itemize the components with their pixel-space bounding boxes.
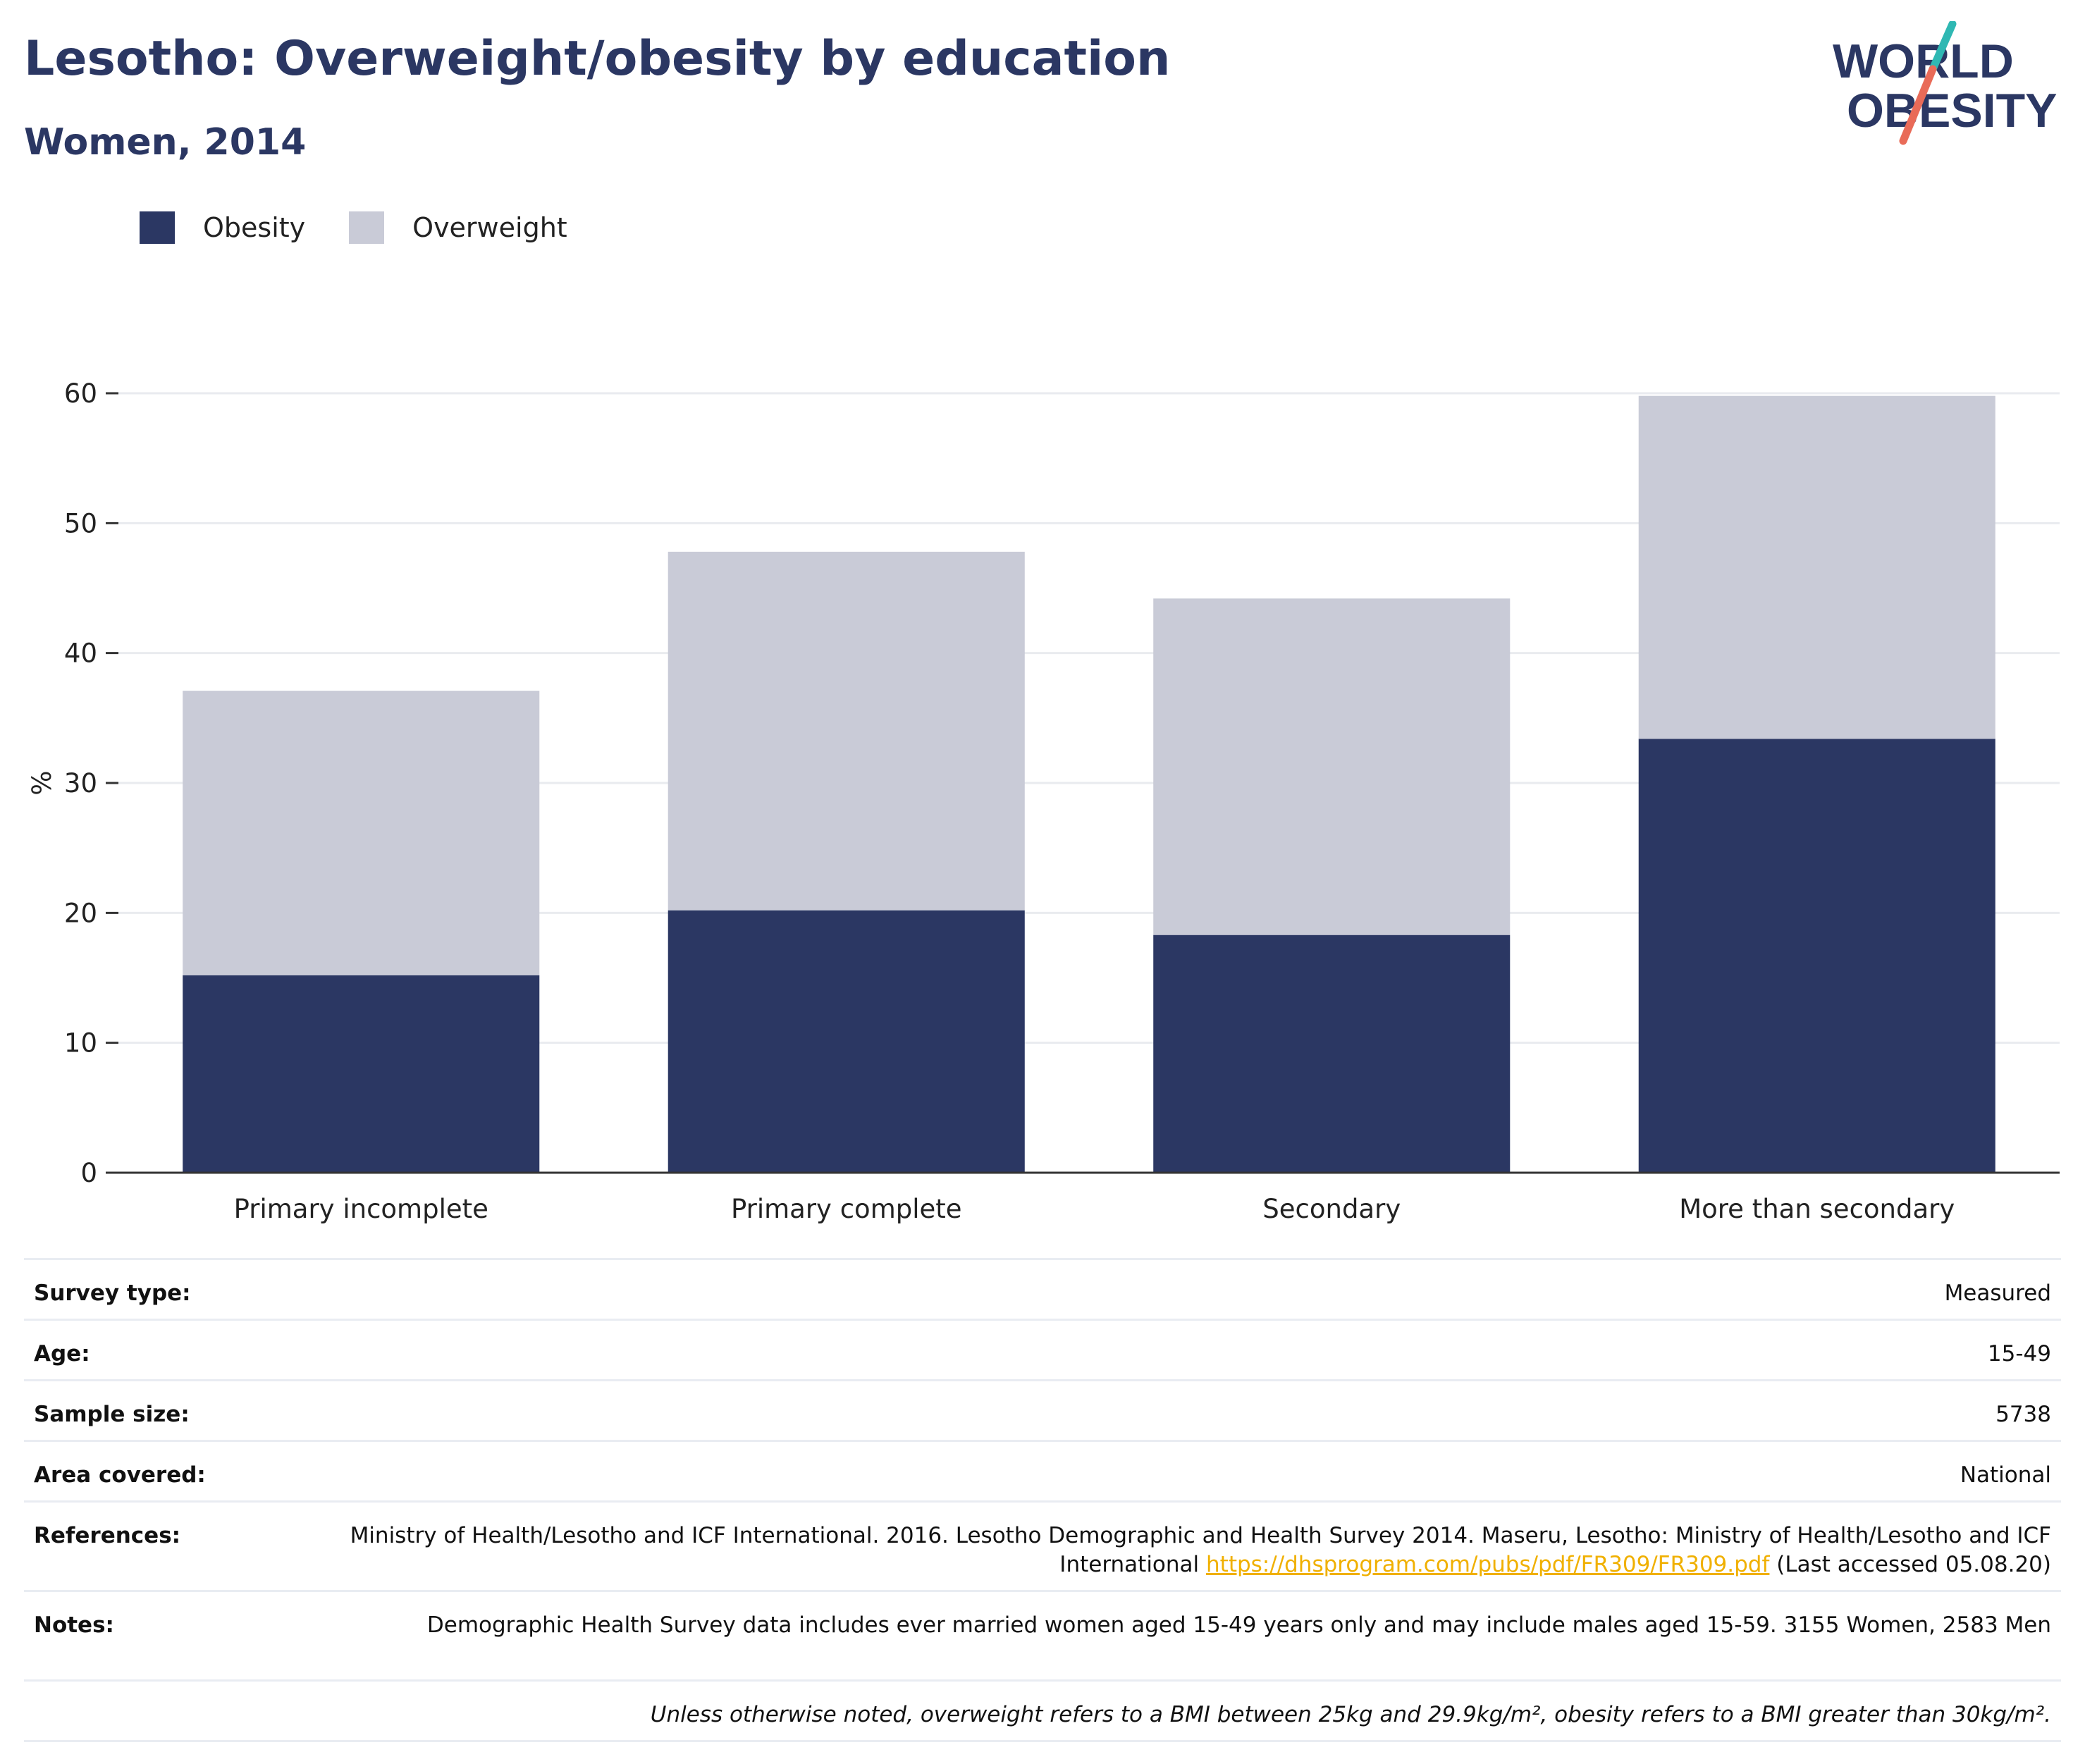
bar-obesity-3 [1638, 739, 1995, 1173]
sample-size-value: 5738 [215, 1379, 2061, 1442]
world-obesity-logo: WORLD OBESITY [1833, 21, 2058, 145]
chart-title: Lesotho: Overweight/obesity by education [24, 31, 1171, 87]
survey-type-label: Survey type: [24, 1258, 216, 1321]
references-accessed: (Last accessed 05.08.20) [1776, 1552, 2051, 1577]
survey-type-value: Measured [215, 1258, 2061, 1321]
y-tick-label: 0 [80, 1158, 97, 1188]
bar-obesity-2 [1153, 935, 1511, 1173]
bar-obesity-0 [183, 975, 540, 1173]
sample-size-label: Sample size: [24, 1379, 216, 1442]
y-tick-label: 60 [64, 378, 97, 409]
logo-word-2: OBESITY [1847, 84, 2058, 137]
bar-overweight-0 [183, 691, 540, 975]
x-tick-label: Primary incomplete [234, 1194, 488, 1224]
y-tick-label: 20 [64, 898, 97, 928]
references-text: Ministry of Health/Lesotho and ICF Inter… [350, 1523, 2051, 1577]
x-tick-label: Primary complete [731, 1194, 962, 1224]
info-row-sample-size: Sample size: 5738 [24, 1379, 2061, 1442]
legend-label-overweight: Overweight [412, 212, 567, 243]
bar-overweight-1 [668, 551, 1025, 911]
info-row-age: Age: 15-49 [24, 1319, 2061, 1381]
area-value: National [215, 1440, 2061, 1503]
chart-legend: Obesity Overweight [140, 211, 611, 244]
legend-swatch-obesity [140, 211, 175, 244]
references-value: Ministry of Health/Lesotho and ICF Inter… [215, 1500, 2061, 1592]
bmi-footnote: Unless otherwise noted, overweight refer… [24, 1679, 2061, 1742]
area-label: Area covered: [24, 1440, 216, 1503]
legend-label-obesity: Obesity [203, 212, 306, 243]
references-label: References: [24, 1500, 216, 1592]
logo-slash-coral-mark [1899, 65, 1937, 145]
info-row-references: References: Ministry of Health/Lesotho a… [24, 1500, 2061, 1592]
stacked-bar-chart: 0 10 20 30 40 50 60% Primary incomplete Primary … [27, 378, 2060, 1224]
y-tick-label: 40 [64, 639, 97, 669]
notes-label: Notes: [24, 1590, 216, 1682]
notes-value: Demographic Health Survey data includes … [215, 1590, 2061, 1682]
legend-swatch-overweight [349, 211, 385, 244]
logo-word-1: WORLD [1833, 35, 2014, 88]
y-tick-label: 10 [64, 1028, 97, 1059]
y-tick-label: 50 [64, 508, 97, 538]
info-row-notes: Notes: Demographic Health Survey data in… [24, 1590, 2061, 1682]
info-row-survey-type: Survey type: Measured [24, 1258, 2061, 1321]
bar-overweight-3 [1638, 395, 1995, 739]
logo-slash-teal-mark [1929, 21, 1957, 73]
x-tick-label: More than secondary [1679, 1194, 1955, 1224]
survey-info-table: Survey type: Measured Age: 15-49 Sample … [24, 1258, 2061, 1742]
age-label: Age: [24, 1319, 216, 1381]
chart-subtitle: Women, 2014 [24, 121, 307, 164]
info-row-area: Area covered: National [24, 1440, 2061, 1503]
bar-obesity-1 [668, 910, 1025, 1173]
bar-overweight-2 [1153, 598, 1511, 935]
references-link[interactable]: https://dhsprogram.com/pubs/pdf/FR309/FR… [1206, 1552, 1770, 1577]
info-row-footnote: Unless otherwise noted, overweight refer… [24, 1679, 2061, 1742]
x-tick-label: Secondary [1262, 1194, 1401, 1224]
y-tick-label: 30 [64, 768, 97, 798]
y-axis-label: % [27, 770, 57, 795]
age-value: 15-49 [215, 1319, 2061, 1381]
